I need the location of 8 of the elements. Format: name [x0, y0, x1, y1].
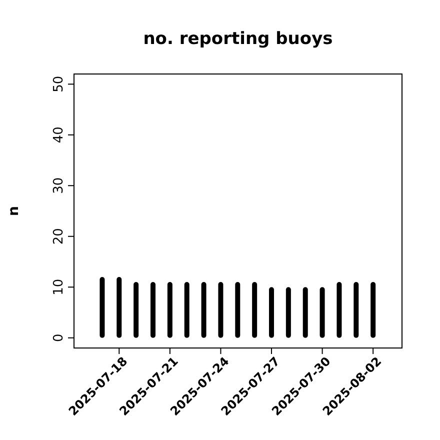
- y-axis-title: n: [6, 206, 22, 216]
- y-tick-label: 0: [52, 334, 67, 342]
- y-tick-label: 50: [52, 76, 67, 92]
- y-tick-label: 20: [52, 228, 67, 245]
- chart-title: no. reporting buoys: [143, 29, 333, 49]
- y-tick-label: 30: [52, 177, 67, 194]
- y-tick-label: 10: [52, 278, 67, 296]
- y-tick-label: 40: [52, 126, 67, 144]
